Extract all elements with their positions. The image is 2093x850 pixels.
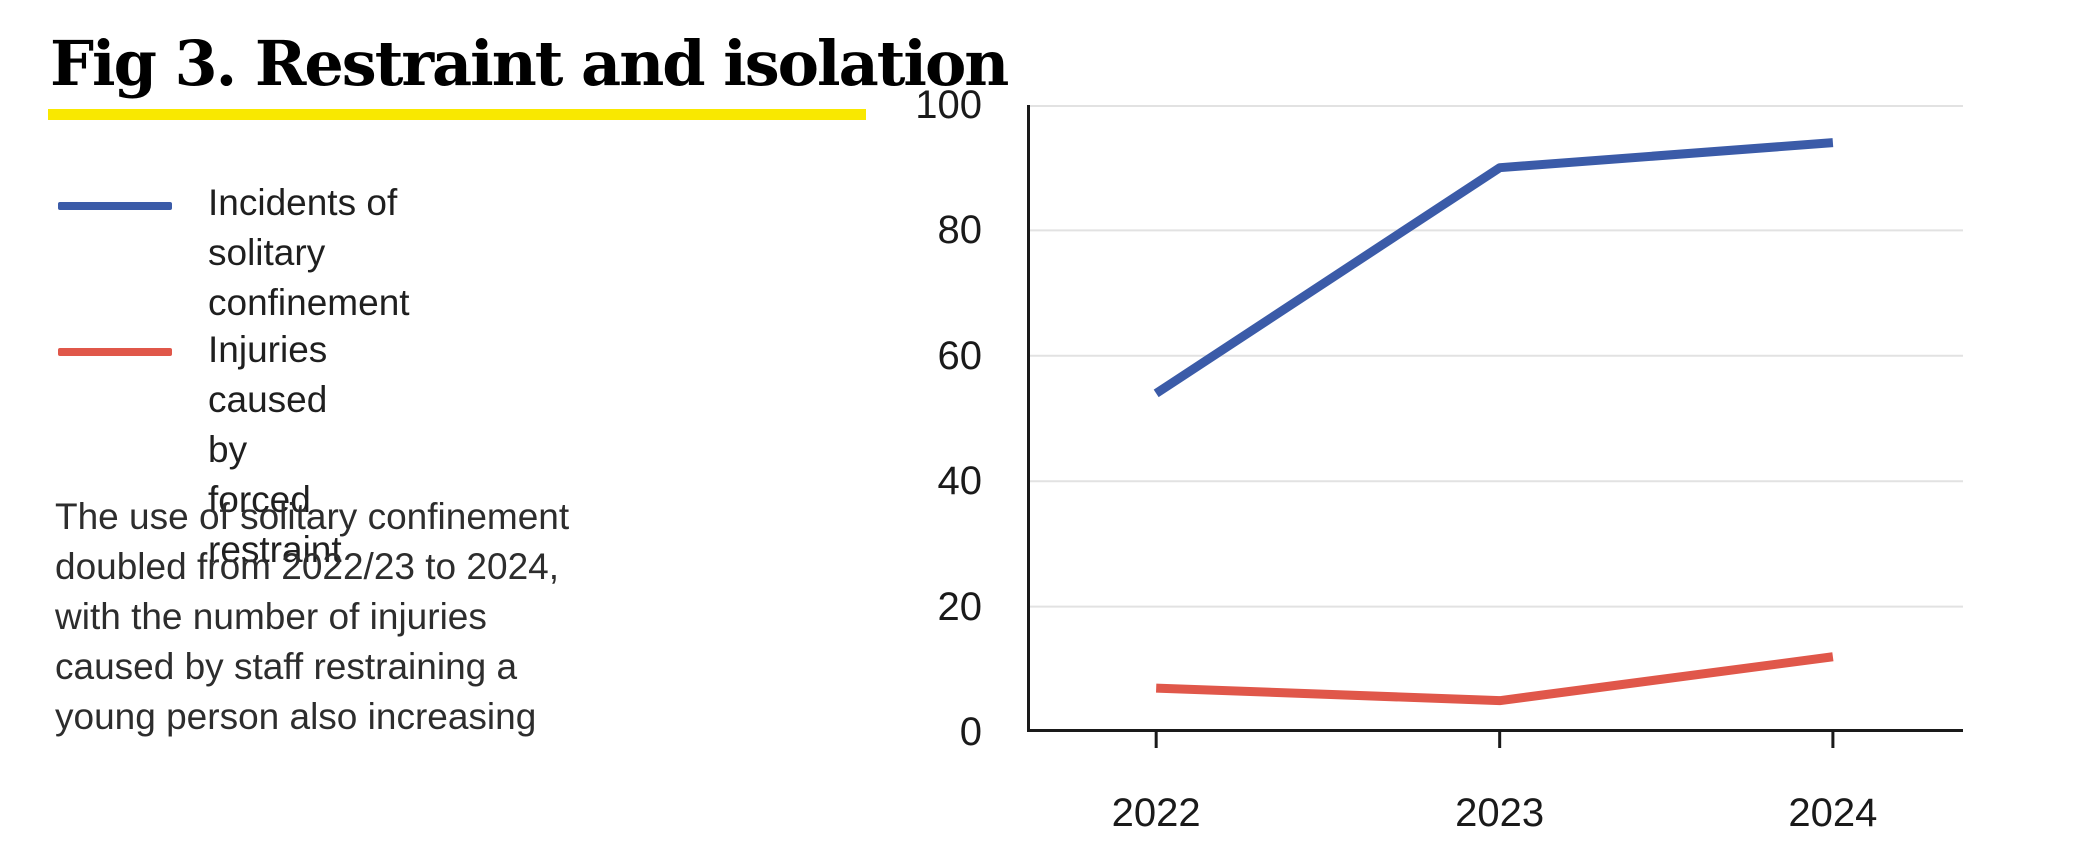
y-tick-label: 0 [959,710,982,754]
legend-label-line: confinement [208,282,410,323]
data-line [1156,652,1834,706]
caption-line: The use of solitary confinement [55,496,570,537]
caption-line: caused by staff restraining a [55,646,518,687]
legend-item-label: Injuries caused by forced restraint [208,325,342,575]
legend-item-label: Incidents of solitary confinement [208,178,410,328]
x-tick-label: 2022 [1111,791,1201,835]
legend-line-swatch-red [58,348,172,356]
caption-line: with the number of injuries [55,596,487,637]
x-tick-label: 2024 [1788,791,1878,835]
legend-line-swatch-blue [58,202,172,210]
figure-title: Fig 3. Restraint and isolation [50,27,1009,100]
y-tick-label: 80 [937,208,983,253]
caption-line: doubled from 2022/23 to 2024, [55,546,559,587]
y-tick-label: 60 [937,333,983,378]
title-underline-bar [48,109,866,120]
x-tick-label: 2023 [1455,791,1545,835]
y-tick-label: 100 [915,83,982,127]
data-line [1153,138,1834,398]
legend-label-line: forced restraint [208,479,342,570]
y-tick-label: 20 [937,584,983,629]
y-tick-label: 40 [937,459,983,504]
legend-label-line: Incidents of solitary [208,182,398,273]
legend-label-line: Injuries caused by [208,329,328,470]
caption-line: young person also increasing [55,696,537,737]
chart-svg [1027,105,1963,748]
figure-caption: The use of solitary confinement doubled … [55,492,569,742]
line-chart-plot-area [1027,105,1963,748]
